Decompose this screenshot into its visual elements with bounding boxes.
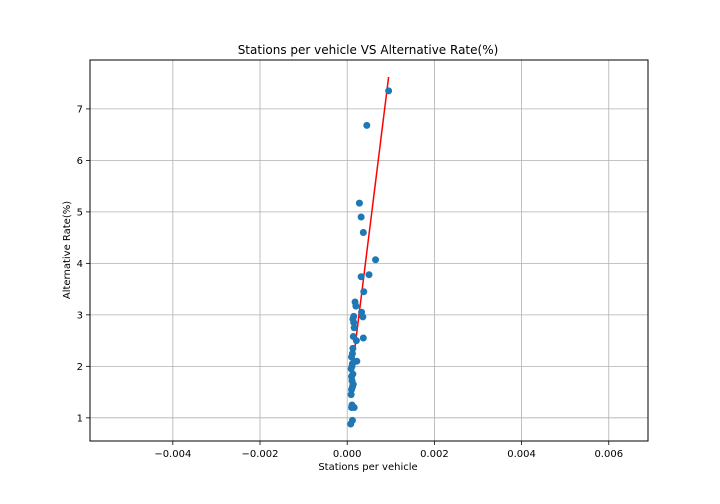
data-point <box>363 121 371 129</box>
y-tick-label: 1 <box>77 413 83 424</box>
data-point <box>357 273 365 281</box>
data-point <box>359 228 367 236</box>
data-point <box>355 199 363 207</box>
data-point <box>357 213 365 221</box>
x-tick-label: 0.004 <box>507 449 536 460</box>
y-axis-ticks: 1 2 3 4 5 6 7 <box>77 104 90 424</box>
x-tick-label: 0.000 <box>333 449 362 460</box>
y-tick-label: 7 <box>77 104 83 115</box>
grid <box>90 60 648 441</box>
x-tick-label: 0.006 <box>594 449 623 460</box>
data-point <box>385 87 393 95</box>
data-point <box>348 416 356 424</box>
data-point <box>372 256 380 264</box>
data-point <box>352 302 360 310</box>
data-point <box>348 353 356 361</box>
y-axis-label: Alternative Rate(%) <box>62 201 73 299</box>
data-point <box>359 334 367 342</box>
data-point <box>349 344 357 352</box>
data-point <box>350 319 358 327</box>
data-point <box>348 401 356 409</box>
y-tick-label: 2 <box>77 362 83 373</box>
x-axis-label: Stations per vehicle <box>318 462 417 473</box>
data-points <box>347 87 393 428</box>
y-tick-label: 3 <box>77 310 83 321</box>
data-point <box>352 337 360 345</box>
x-tick-label: 0.002 <box>420 449 449 460</box>
data-point <box>360 288 368 296</box>
y-tick-label: 4 <box>77 259 83 270</box>
x-tick-label: −0.004 <box>154 449 191 460</box>
y-tick-label: 5 <box>77 207 83 218</box>
data-point <box>347 391 355 399</box>
data-point <box>365 271 373 279</box>
plot-frame <box>89 59 649 442</box>
y-tick-label: 6 <box>77 156 83 167</box>
data-point <box>350 324 358 332</box>
data-point <box>359 313 367 321</box>
x-tick-label: −0.002 <box>242 449 279 460</box>
x-axis-ticks: −0.004 −0.002 0.000 0.002 0.004 0.006 <box>154 441 623 460</box>
data-point <box>348 383 356 391</box>
chart-title: Stations per vehicle VS Alternative Rate… <box>238 43 499 57</box>
